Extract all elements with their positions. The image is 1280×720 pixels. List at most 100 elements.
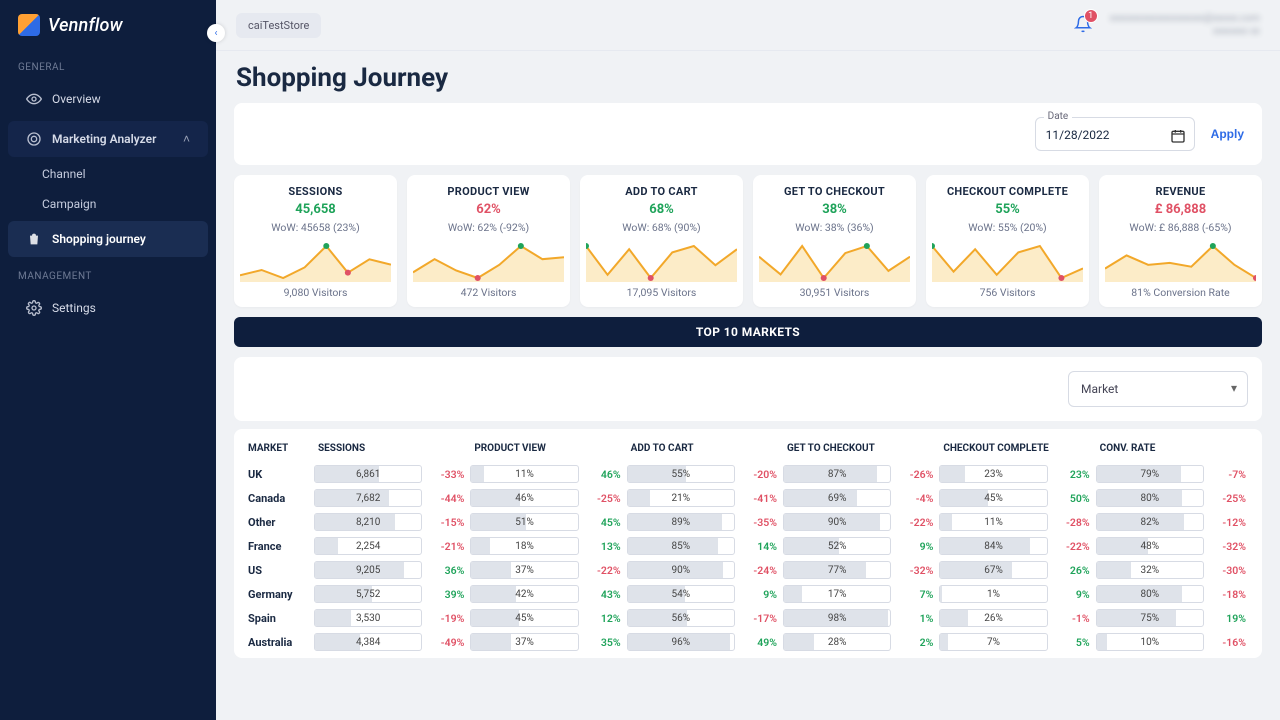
market-select[interactable]: Market: [1068, 371, 1248, 407]
nav-shopping-label: Shopping journey: [52, 232, 146, 246]
pct-change: -22%: [1056, 540, 1090, 553]
pct-change: 7%: [899, 588, 933, 601]
pct-change: -22%: [587, 564, 621, 577]
bar: 52%: [783, 537, 891, 555]
kpi-title: GET TO CHECKOUT: [757, 185, 912, 198]
kpi-value: 62%: [411, 202, 566, 217]
pct-change: -33%: [430, 468, 464, 481]
metric-cell: 55%-20%: [627, 465, 783, 483]
date-input[interactable]: Date 11/28/2022: [1035, 117, 1195, 151]
kpi-sparkline: [1105, 240, 1256, 282]
pct-change: -15%: [430, 516, 464, 529]
pct-change: 23%: [1056, 468, 1090, 481]
pct-change: 9%: [1056, 588, 1090, 601]
metric-cell: 3,530-19%: [314, 609, 470, 627]
kpi-title: SESSIONS: [238, 185, 393, 198]
kpi-wow: WoW: 38% (36%): [757, 221, 912, 234]
metric-cell: 84%-22%: [939, 537, 1095, 555]
pct-change: -21%: [430, 540, 464, 553]
pct-change: 1%: [899, 612, 933, 625]
bar: 18%: [470, 537, 578, 555]
kpi-title: REVENUE: [1103, 185, 1258, 198]
pct-change: 36%: [430, 564, 464, 577]
column-header: CONV. RATE: [1096, 443, 1252, 454]
metric-cell: 1% 9%: [939, 585, 1095, 603]
column-header: PRODUCT VIEW: [470, 443, 626, 454]
logo[interactable]: Vennflow: [0, 0, 216, 50]
pct-change: -26%: [899, 468, 933, 481]
table-row: Germany5,75239%42%43%54%9%17%7%1%9%80%-1…: [244, 582, 1252, 606]
table-row: Other8,210-15%51%45%89%-35%90%-22%11%-28…: [244, 510, 1252, 534]
nav-campaign[interactable]: Campaign: [0, 189, 216, 219]
kpi-footer: 17,095 Visitors: [584, 286, 739, 299]
nav-shopping-journey[interactable]: Shopping journey: [8, 221, 208, 257]
market-cell: France: [244, 540, 314, 553]
metric-cell: 28%2%: [783, 633, 939, 651]
bar: 82%: [1096, 513, 1204, 531]
bar: 37%: [470, 561, 578, 579]
metric-cell: 11%46%: [470, 465, 626, 483]
kpi-value: 38%: [757, 202, 912, 217]
nav-marketing-analyzer[interactable]: Marketing Analyzer ˄: [8, 121, 208, 157]
kpi-sparkline: [759, 240, 910, 282]
metric-cell: 17%7%: [783, 585, 939, 603]
user-menu[interactable]: xxxxxxxxxxxxxxxxxxx@xxxxx.com xxxxxxx xx: [1110, 12, 1260, 38]
metric-cell: 80%-25%: [1096, 489, 1252, 507]
pct-change: -18%: [1212, 588, 1246, 601]
chevron-up-icon: ˄: [183, 132, 190, 146]
bar: 1%: [939, 585, 1047, 603]
kpi-card: GET TO CHECKOUT 38% WoW: 38% (36%) 30,95…: [753, 175, 916, 307]
kpi-sparkline: [240, 240, 391, 282]
bar: 90%: [783, 513, 891, 531]
pct-change: 2%: [899, 636, 933, 649]
pct-change: -1%: [1056, 612, 1090, 625]
bar: 37%: [470, 633, 578, 651]
nav-settings[interactable]: Settings: [8, 290, 208, 326]
apply-button[interactable]: Apply: [1211, 127, 1244, 141]
pct-change: -17%: [743, 612, 777, 625]
kpi-value: 55%: [930, 202, 1085, 217]
metric-cell: 7,682-44%: [314, 489, 470, 507]
store-chip[interactable]: caiTestStore: [236, 13, 321, 38]
bar: 87%: [783, 465, 891, 483]
metric-cell: 11%-28%: [939, 513, 1095, 531]
pct-change: -25%: [587, 492, 621, 505]
bar: 9,205: [314, 561, 422, 579]
kpi-sparkline: [932, 240, 1083, 282]
nav-overview[interactable]: Overview: [8, 81, 208, 117]
metric-cell: 75%19%: [1096, 609, 1252, 627]
metric-cell: 6,861-33%: [314, 465, 470, 483]
kpi-footer: 756 Visitors: [930, 286, 1085, 299]
kpi-title: CHECKOUT COMPLETE: [930, 185, 1085, 198]
market-cell: US: [244, 564, 314, 577]
bar: 11%: [939, 513, 1047, 531]
markets-title-bar: TOP 10 MARKETS: [234, 317, 1262, 347]
calendar-icon: [1170, 128, 1186, 147]
column-header: CHECKOUT COMPLETE: [939, 443, 1095, 454]
nav-channel[interactable]: Channel: [0, 159, 216, 189]
pct-change: -20%: [743, 468, 777, 481]
eye-icon: [26, 91, 42, 107]
sidebar-collapse-button[interactable]: ‹: [207, 24, 225, 42]
table-header: MARKETSESSIONSPRODUCT VIEWADD TO CARTGET…: [244, 439, 1252, 462]
bar: 89%: [627, 513, 735, 531]
pct-change: 9%: [899, 540, 933, 553]
pct-change: -32%: [1212, 540, 1246, 553]
target-icon: [26, 131, 42, 147]
notifications-button[interactable]: 1: [1074, 15, 1092, 36]
date-label: Date: [1044, 111, 1073, 122]
bar: 54%: [627, 585, 735, 603]
pct-change: 46%: [587, 468, 621, 481]
metric-cell: 69%-4%: [783, 489, 939, 507]
column-header: SESSIONS: [314, 443, 470, 454]
kpi-footer: 9,080 Visitors: [238, 286, 393, 299]
kpi-sparkline: [586, 240, 737, 282]
pct-change: -25%: [1212, 492, 1246, 505]
metric-cell: 48%-32%: [1096, 537, 1252, 555]
pct-change: 39%: [430, 588, 464, 601]
bar: 90%: [627, 561, 735, 579]
metric-cell: 8,210-15%: [314, 513, 470, 531]
page-title: Shopping Journey: [236, 63, 1260, 93]
pct-change: 13%: [587, 540, 621, 553]
bar: 96%: [627, 633, 735, 651]
